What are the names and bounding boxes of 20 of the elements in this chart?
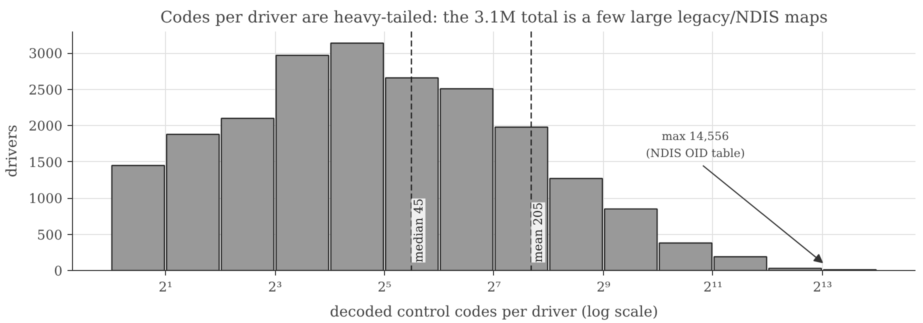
y-tick-label: 2000 [28, 120, 63, 135]
x-tick-label: 2⁷ [487, 280, 501, 296]
x-tick-label: 2¹³ [812, 280, 832, 296]
y-tick-label: 2500 [28, 83, 63, 98]
x-tick-label: 2¹¹ [703, 280, 723, 296]
x-tick-label: 2⁹ [596, 280, 612, 296]
y-tick-label: 1000 [28, 192, 63, 208]
y-tick-label: 1500 [28, 156, 63, 171]
ref-line-label: mean 205 [531, 202, 546, 262]
y-tick-label: 3000 [28, 47, 63, 62]
x-tick-label: 2⁵ [378, 280, 392, 296]
y-tick-label: 500 [37, 228, 63, 244]
y-axis-title: drivers [4, 124, 21, 178]
x-tick-label: 2³ [268, 280, 282, 296]
x-axis-title: decoded control codes per driver (log scale) [330, 304, 658, 320]
y-tick-label: 0 [54, 264, 63, 280]
ref-line-label: median 45 [411, 198, 426, 262]
chart-title: Codes per driver are heavy-tailed: the 3.1M total is a few large legacy/NDIS maps [160, 8, 828, 26]
annotation: max 14,556 (NDIS OID table) [646, 128, 745, 160]
x-tick-label: 2¹ [158, 280, 172, 296]
